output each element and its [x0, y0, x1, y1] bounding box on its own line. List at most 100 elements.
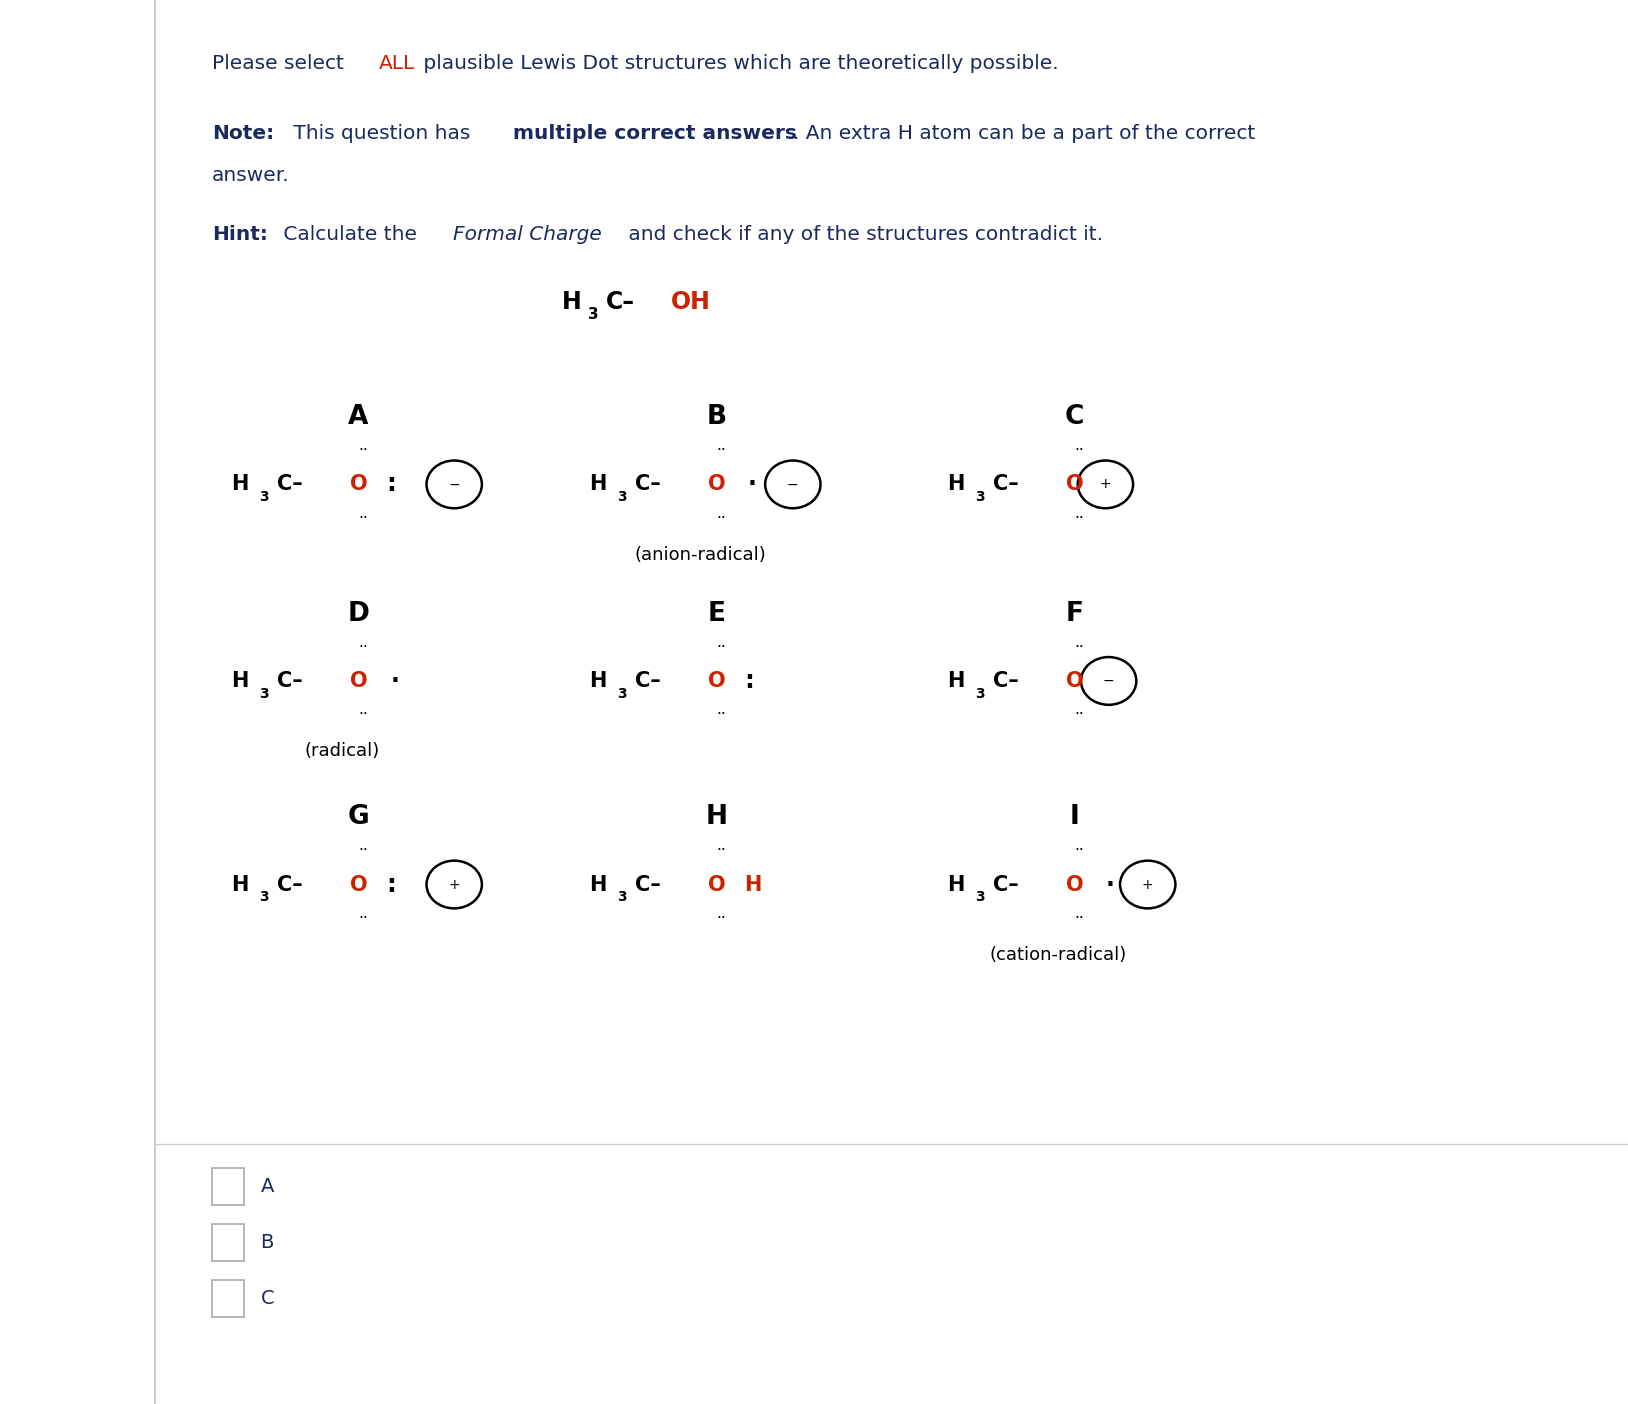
Text: H: H	[589, 671, 607, 691]
Text: ··: ··	[1074, 844, 1084, 858]
Text: Calculate the: Calculate the	[277, 225, 423, 244]
Text: H: H	[947, 671, 965, 691]
Text: C–: C–	[993, 875, 1019, 894]
Text: ··: ··	[1074, 708, 1084, 722]
Text: +: +	[1141, 878, 1154, 892]
Text: multiple correct answers: multiple correct answers	[513, 124, 796, 143]
Text: ··: ··	[358, 640, 368, 654]
Text: (anion-radical): (anion-radical)	[635, 546, 765, 563]
Text: C: C	[1065, 404, 1084, 430]
Text: A: A	[348, 404, 368, 430]
Text: 3: 3	[588, 307, 599, 322]
Text: ··: ··	[716, 911, 726, 925]
Text: O: O	[350, 475, 368, 494]
Text: ··: ··	[716, 844, 726, 858]
Text: I: I	[1070, 804, 1079, 830]
Text: H: H	[947, 875, 965, 894]
Text: plausible Lewis Dot structures which are theoretically possible.: plausible Lewis Dot structures which are…	[417, 53, 1058, 73]
Text: 3: 3	[617, 687, 627, 701]
Text: O: O	[1066, 475, 1084, 494]
Text: 3: 3	[259, 687, 269, 701]
FancyBboxPatch shape	[212, 1224, 244, 1261]
Text: A: A	[260, 1177, 274, 1196]
Text: ··: ··	[716, 511, 726, 525]
Text: ·: ·	[391, 668, 399, 694]
Text: ALL: ALL	[379, 53, 415, 73]
Text: O: O	[350, 875, 368, 894]
Text: 3: 3	[975, 490, 985, 504]
Text: 3: 3	[975, 890, 985, 904]
Text: ··: ··	[358, 708, 368, 722]
Text: :: :	[386, 872, 396, 897]
Text: C–: C–	[993, 671, 1019, 691]
Text: H: H	[231, 875, 249, 894]
Text: C–: C–	[635, 875, 661, 894]
Text: C–: C–	[606, 289, 635, 314]
Text: 3: 3	[259, 890, 269, 904]
Text: OH: OH	[671, 289, 710, 314]
Text: ··: ··	[716, 640, 726, 654]
Text: H: H	[947, 475, 965, 494]
Text: C–: C–	[635, 671, 661, 691]
Text: 3: 3	[617, 490, 627, 504]
Text: O: O	[350, 671, 368, 691]
Text: −: −	[786, 477, 799, 491]
Text: ·: ·	[1105, 872, 1114, 897]
Text: G: G	[347, 804, 370, 830]
Text: ·: ·	[747, 472, 755, 497]
Text: −: −	[448, 477, 461, 491]
Text: answer.: answer.	[212, 166, 290, 185]
Text: C–: C–	[277, 671, 303, 691]
Text: B: B	[707, 404, 726, 430]
Text: O: O	[1066, 671, 1084, 691]
Text: Formal Charge: Formal Charge	[453, 225, 601, 244]
Text: ··: ··	[358, 511, 368, 525]
Text: B: B	[260, 1233, 274, 1252]
Text: H: H	[744, 875, 762, 894]
Text: C–: C–	[277, 475, 303, 494]
Text: ··: ··	[358, 844, 368, 858]
Text: O: O	[1066, 875, 1084, 894]
Text: . An extra H atom can be a part of the correct: . An extra H atom can be a part of the c…	[793, 124, 1255, 143]
Text: H: H	[589, 475, 607, 494]
Text: +: +	[1099, 477, 1112, 491]
Text: C–: C–	[993, 475, 1019, 494]
Text: ··: ··	[1074, 444, 1084, 458]
Text: ··: ··	[716, 444, 726, 458]
Text: O: O	[708, 671, 726, 691]
Text: This question has: This question has	[287, 124, 477, 143]
Text: 3: 3	[617, 890, 627, 904]
Text: Hint:: Hint:	[212, 225, 267, 244]
Text: H: H	[231, 475, 249, 494]
Text: 3: 3	[259, 490, 269, 504]
Text: C–: C–	[277, 875, 303, 894]
Text: D: D	[347, 601, 370, 626]
Text: H: H	[562, 289, 581, 314]
Text: ··: ··	[358, 911, 368, 925]
FancyBboxPatch shape	[212, 1280, 244, 1317]
Text: :: :	[386, 472, 396, 497]
Text: (cation-radical): (cation-radical)	[990, 946, 1127, 963]
Text: Please select: Please select	[212, 53, 350, 73]
Text: Note:: Note:	[212, 124, 274, 143]
Text: F: F	[1065, 601, 1084, 626]
FancyBboxPatch shape	[212, 1168, 244, 1205]
Text: and check if any of the structures contradict it.: and check if any of the structures contr…	[622, 225, 1102, 244]
Text: ··: ··	[716, 708, 726, 722]
Text: ··: ··	[1074, 640, 1084, 654]
Text: :: :	[744, 668, 754, 694]
Text: H: H	[589, 875, 607, 894]
Text: ··: ··	[1074, 511, 1084, 525]
Text: 3: 3	[975, 687, 985, 701]
Text: E: E	[707, 601, 726, 626]
Text: H: H	[705, 804, 728, 830]
Text: −: −	[1102, 674, 1115, 688]
Text: H: H	[231, 671, 249, 691]
Text: ··: ··	[358, 444, 368, 458]
Text: O: O	[708, 875, 726, 894]
Text: +: +	[448, 878, 461, 892]
Text: (radical): (radical)	[304, 743, 379, 760]
Text: C–: C–	[635, 475, 661, 494]
Text: ··: ··	[1074, 911, 1084, 925]
Text: C: C	[260, 1289, 274, 1309]
